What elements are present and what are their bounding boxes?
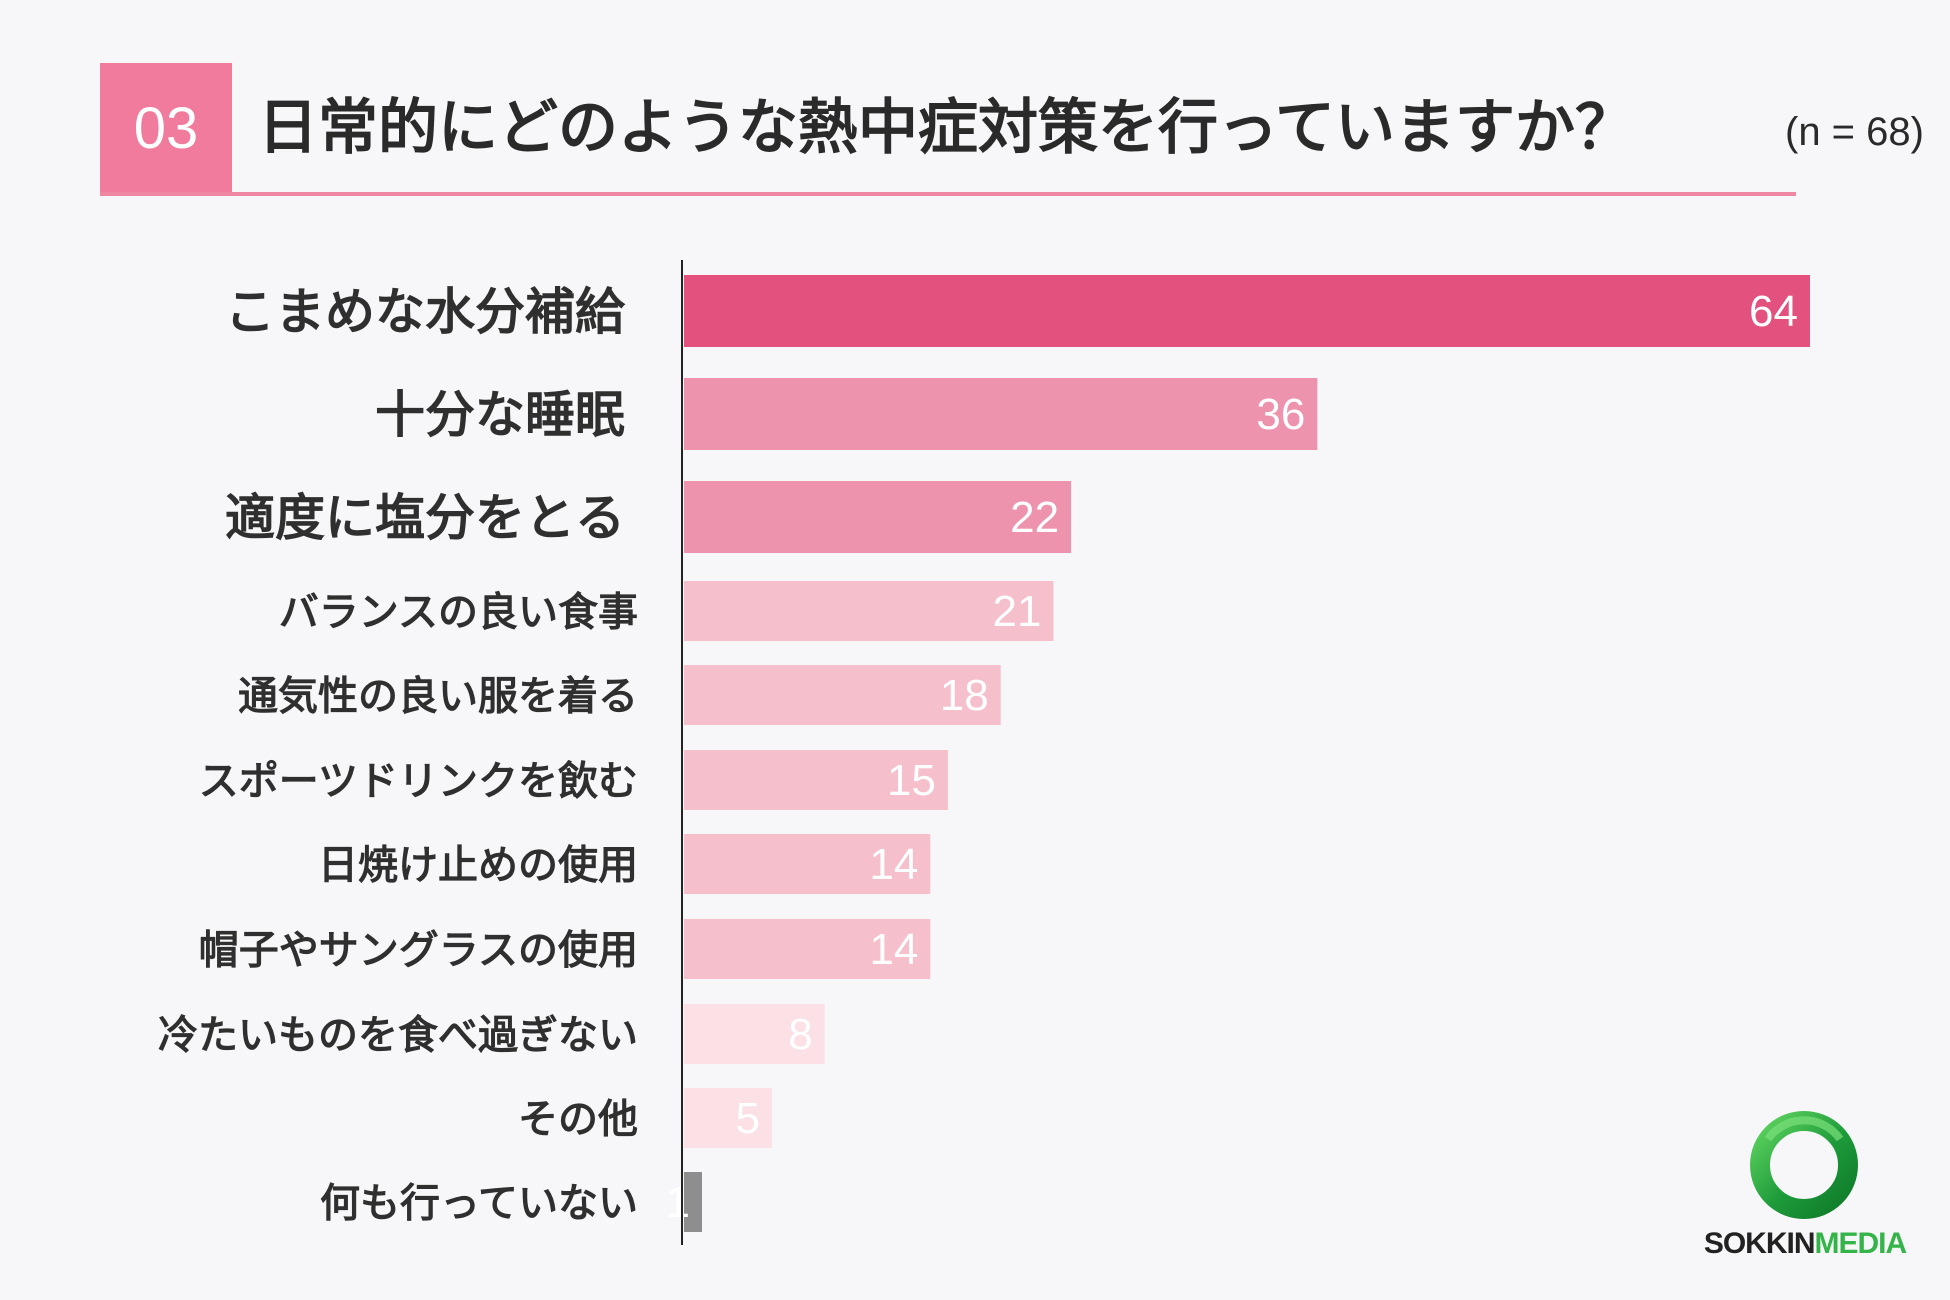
bar bbox=[684, 1004, 825, 1064]
category-labels-group: こまめな水分補給十分な睡眠適度に塩分をとるバランスの良い食事通気性の良い服を着る… bbox=[158, 283, 638, 1226]
bar-value-label: 64 bbox=[1749, 287, 1798, 336]
logo-ring-icon bbox=[1750, 1111, 1858, 1219]
sample-size-label: (n = 68) bbox=[1785, 110, 1924, 154]
category-label: バランスの良い食事 bbox=[279, 589, 638, 635]
bar-value-label: 15 bbox=[887, 756, 936, 805]
chart-title: 日常的にどのような熱中症対策を行っていますか？ bbox=[258, 93, 1635, 163]
logo-wordmark: SOKKINMEDIA bbox=[1690, 1227, 1920, 1261]
category-label: 日焼け止めの使用 bbox=[318, 842, 638, 888]
question-number-badge: 03 bbox=[100, 63, 232, 194]
bar-value-label: 5 bbox=[735, 1094, 759, 1143]
bar bbox=[684, 481, 1072, 553]
bar bbox=[684, 750, 948, 810]
category-label: その他 bbox=[518, 1096, 638, 1142]
bar-value-label: 8 bbox=[788, 1010, 812, 1059]
bar bbox=[684, 378, 1318, 450]
header-divider bbox=[100, 192, 1796, 196]
bar-value-label: 36 bbox=[1256, 390, 1305, 439]
category-label: こまめな水分補給 bbox=[225, 283, 626, 341]
bar-value-label: 21 bbox=[993, 587, 1042, 636]
bar-value-label: 18 bbox=[940, 671, 989, 720]
bar bbox=[684, 1172, 702, 1232]
logo-text-media: MEDIA bbox=[1814, 1227, 1908, 1260]
category-label: 十分な睡眠 bbox=[375, 386, 625, 444]
category-label: 適度に塩分をとる bbox=[225, 489, 625, 547]
bar-value-label: 1 bbox=[666, 1178, 690, 1227]
bar-value-label: 14 bbox=[869, 925, 918, 974]
category-label: 帽子やサングラスの使用 bbox=[199, 927, 638, 973]
category-label: 通気性の良い服を着る bbox=[238, 673, 638, 719]
bar bbox=[684, 919, 931, 979]
logo-text-sokkin: SOKKIN bbox=[1703, 1227, 1816, 1260]
category-label: 何も行っていない bbox=[320, 1180, 638, 1226]
category-label: スポーツドリンクを飲む bbox=[199, 758, 638, 804]
bar bbox=[684, 1088, 772, 1148]
bar bbox=[684, 665, 1001, 725]
category-label: 冷たいものを食べ過ぎない bbox=[158, 1012, 638, 1058]
bar bbox=[684, 275, 1810, 347]
bar-value-label: 22 bbox=[1010, 493, 1059, 542]
bar bbox=[684, 581, 1054, 641]
bar bbox=[684, 834, 931, 894]
bar-value-label: 14 bbox=[869, 840, 918, 889]
sokkinmedia-logo: SOKKINMEDIA bbox=[1690, 1105, 1920, 1260]
